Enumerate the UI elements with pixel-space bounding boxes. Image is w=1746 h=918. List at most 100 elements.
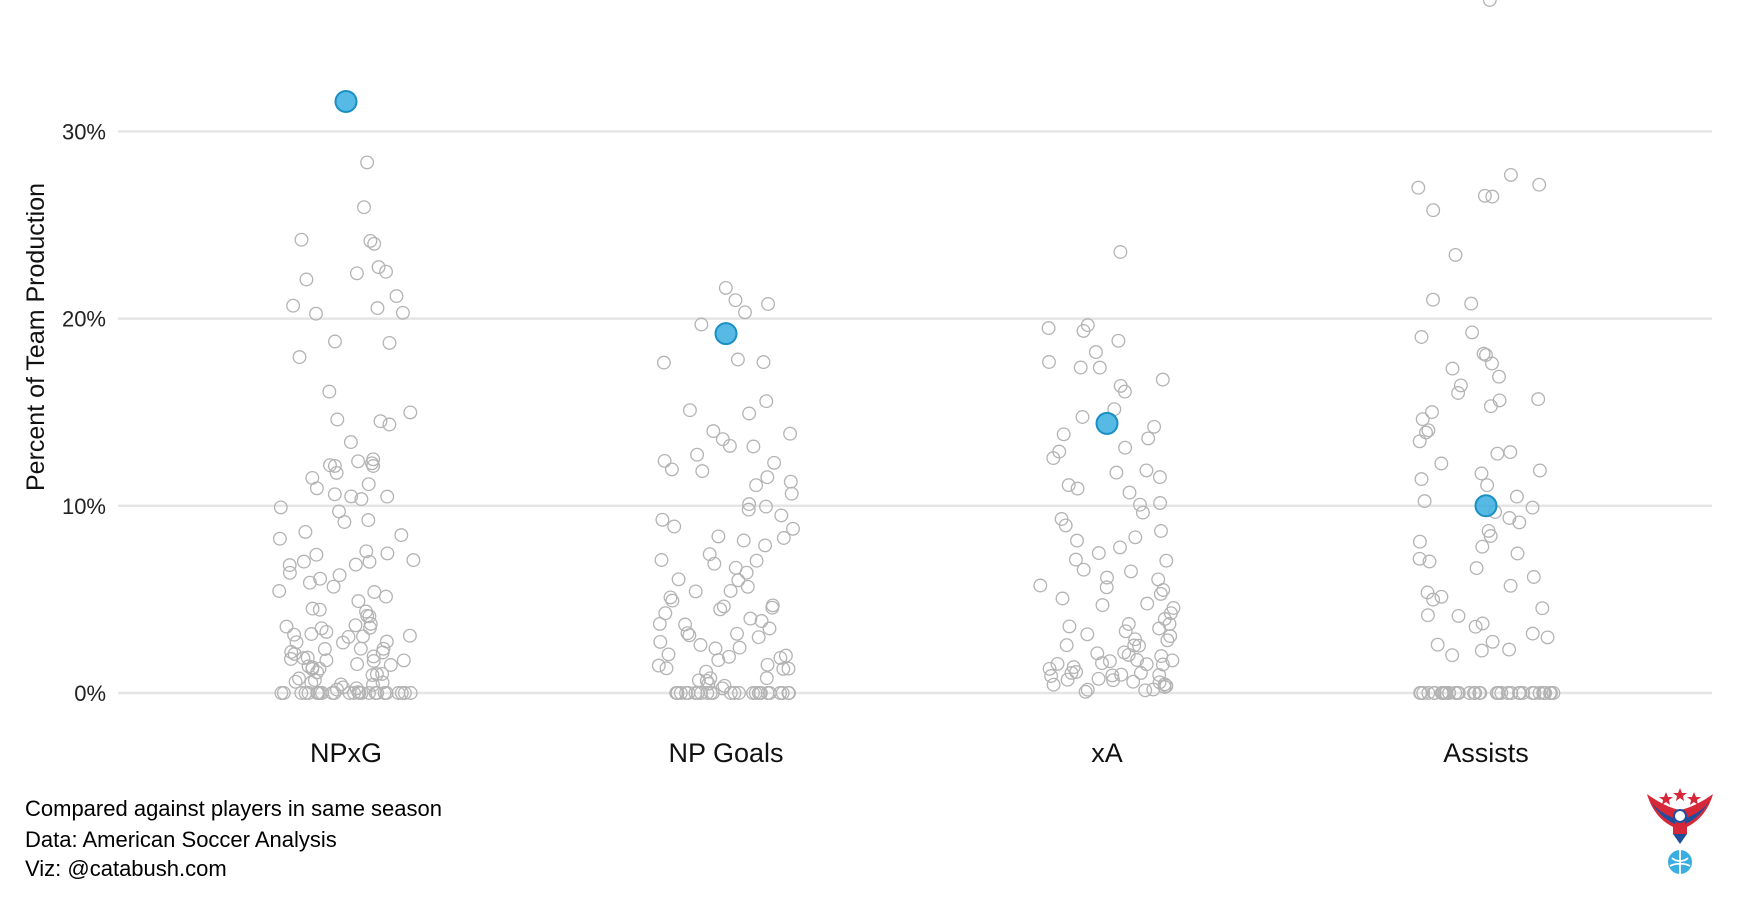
other-player-point: [363, 233, 378, 248]
other-player-point: [1095, 598, 1110, 613]
other-player-point: [654, 553, 669, 567]
other-player-point: [1490, 446, 1505, 461]
other-player-point: [713, 602, 728, 617]
other-player-point: [329, 465, 344, 480]
other-player-point: [673, 686, 688, 700]
other-player-point: [762, 621, 777, 636]
other-player-point: [1426, 203, 1441, 218]
other-player-point: [373, 414, 388, 429]
other-player-point: [366, 459, 381, 473]
other-player-point: [289, 635, 304, 650]
other-player-point: [715, 681, 730, 696]
other-player-point: [1130, 653, 1145, 667]
other-player-point: [661, 647, 676, 662]
other-player-point: [728, 293, 743, 308]
other-player-point: [1535, 601, 1550, 616]
other-player-point: [1500, 686, 1515, 700]
other-player-point: [1451, 686, 1466, 700]
other-player-point: [711, 653, 726, 668]
other-player-point: [1062, 619, 1077, 634]
other-player-point: [716, 599, 731, 614]
other-player-point: [756, 355, 771, 370]
other-player-point: [299, 272, 314, 287]
other-player-point: [1075, 410, 1090, 424]
other-player-point: [1421, 686, 1436, 700]
other-player-point: [319, 653, 334, 668]
other-player-point: [1139, 657, 1154, 672]
other-player-point: [732, 686, 746, 700]
other-player-point: [1502, 511, 1517, 525]
other-player-point: [783, 474, 798, 489]
other-player-point: [1088, 345, 1103, 360]
other-player-point: [1113, 245, 1128, 259]
other-player-point: [1516, 686, 1531, 700]
other-player-point: [353, 641, 368, 656]
other-player-point: [670, 686, 685, 700]
other-player-point: [366, 677, 380, 692]
other-player-point: [365, 668, 380, 683]
other-player-point: [1121, 617, 1136, 631]
other-player-point: [1491, 686, 1506, 700]
other-player-point: [758, 538, 773, 553]
other-player-point: [1157, 680, 1172, 694]
other-player-point: [754, 614, 769, 628]
other-player-point: [702, 547, 717, 562]
other-player-point: [294, 232, 309, 247]
other-player-point: [759, 671, 774, 686]
other-player-point: [326, 579, 341, 594]
other-player-point: [394, 686, 409, 700]
other-player-point: [350, 657, 365, 672]
other-player-point: [1468, 619, 1483, 634]
other-player-point: [296, 651, 311, 666]
other-player-point: [751, 686, 766, 700]
other-player-point: [1532, 686, 1547, 700]
other-player-point: [395, 305, 410, 320]
other-player-point: [1151, 572, 1166, 587]
other-player-point: [1464, 296, 1479, 311]
other-player-point: [728, 560, 743, 575]
other-player-point: [723, 583, 738, 598]
other-player-point: [1474, 466, 1489, 481]
other-player-point: [695, 464, 710, 479]
other-player-point: [1113, 540, 1127, 555]
other-player-point: [701, 676, 716, 691]
other-player-point: [671, 572, 686, 587]
other-player-point: [307, 673, 322, 688]
other-player-point: [403, 405, 418, 420]
other-player-point: [322, 384, 337, 399]
other-player-point: [1152, 668, 1167, 682]
other-player-point: [309, 547, 324, 562]
other-player-point: [732, 640, 747, 655]
other-player-point: [703, 671, 718, 686]
other-player-point: [312, 602, 327, 617]
other-player-point: [781, 661, 796, 676]
y-tick-label: 0%: [74, 681, 106, 706]
caption-data-source: Data: American Soccer Analysis: [25, 827, 337, 852]
other-player-point: [332, 568, 347, 583]
other-player-point: [1476, 346, 1491, 361]
other-player-point: [1042, 355, 1056, 369]
other-player-point: [1155, 657, 1170, 672]
highlight-point: [1095, 411, 1119, 435]
other-player-point: [344, 489, 359, 504]
other-player-point: [406, 553, 421, 568]
other-player-point: [1059, 638, 1074, 653]
other-player-point: [1133, 666, 1148, 680]
other-player-point: [1411, 180, 1426, 195]
other-player-point: [1109, 465, 1124, 480]
other-player-point: [1100, 570, 1114, 585]
other-player-point: [736, 533, 751, 548]
other-player-point: [361, 513, 376, 528]
other-player-point: [749, 478, 764, 493]
other-player-point: [784, 486, 799, 501]
other-player-point: [707, 556, 722, 571]
other-player-point: [651, 658, 666, 673]
other-player-point: [1050, 656, 1065, 671]
other-player-point: [1105, 668, 1120, 683]
other-player-point: [336, 635, 350, 650]
other-player-point: [1465, 325, 1480, 340]
other-player-point: [1415, 412, 1430, 427]
other-player-point: [366, 649, 381, 664]
other-player-point: [1426, 686, 1441, 700]
